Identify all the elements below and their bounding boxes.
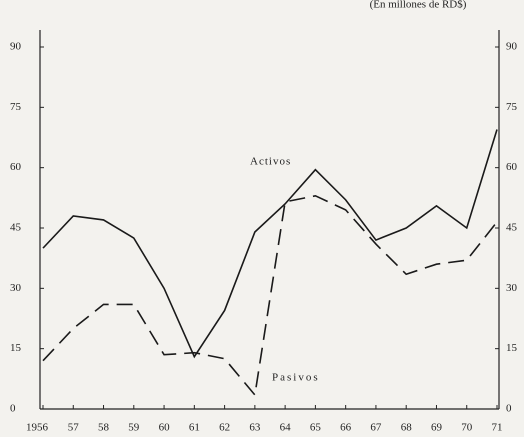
x-tick-label: 69 <box>431 422 443 434</box>
x-tick-label: 63 <box>249 422 261 434</box>
x-tick-label: 61 <box>189 422 200 434</box>
y2-tick-label: 90 <box>506 41 518 53</box>
x-tick-label: 62 <box>219 422 230 434</box>
y-tick-label: 60 <box>10 161 22 173</box>
x-tick-label: 60 <box>159 422 171 434</box>
y2-tick-label: 0 <box>506 403 512 415</box>
series-label: Pasivos <box>272 372 320 384</box>
y-tick-label: 15 <box>10 342 22 354</box>
x-tick-label: 66 <box>340 422 352 434</box>
x-tick-label: 57 <box>68 422 80 434</box>
series-label: Activos <box>250 156 291 168</box>
x-tick-label: 59 <box>128 422 140 434</box>
x-tick-label: 1956 <box>26 422 49 434</box>
y2-tick-label: 60 <box>506 161 518 173</box>
x-tick-label: 70 <box>461 422 473 434</box>
y-tick-label: 30 <box>10 282 22 294</box>
y-tick-label: 75 <box>10 101 22 113</box>
series-line <box>42 129 498 359</box>
y-tick-label: 45 <box>10 222 22 234</box>
y-tick-label: 0 <box>10 403 16 415</box>
y2-tick-label: 75 <box>506 101 518 113</box>
chart-subtitle: (En millones de RD$) <box>370 0 467 11</box>
x-tick-label: 58 <box>98 422 110 434</box>
y2-tick-label: 30 <box>506 282 518 294</box>
x-tick-label: 65 <box>310 422 322 434</box>
x-tick-label: 71 <box>492 422 503 434</box>
y-tick-label: 90 <box>10 41 22 53</box>
y2-tick-label: 15 <box>506 342 518 354</box>
x-tick-label: 67 <box>370 422 382 434</box>
x-tick-label: 64 <box>280 422 292 434</box>
y2-tick-label: 45 <box>506 222 518 234</box>
x-tick-label: 68 <box>401 422 413 434</box>
series-line <box>42 194 498 397</box>
